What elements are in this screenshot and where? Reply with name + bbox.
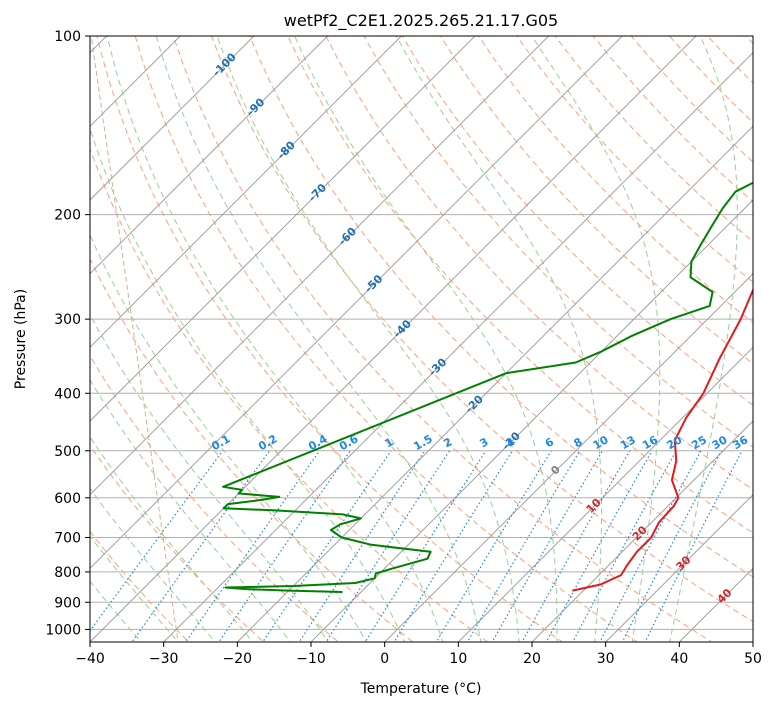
- isotherms: [90, 36, 753, 642]
- moist-adiabats: [90, 36, 738, 642]
- y-tick-label: 1000: [45, 622, 81, 638]
- dry-adiabat-110: [439, 36, 753, 365]
- isotherm--100: [90, 36, 255, 201]
- mixing-ratio-line-16: [545, 450, 653, 642]
- plot-frame: [89, 35, 754, 643]
- tan-reference-lines: [90, 36, 179, 642]
- x-tick-label: −10: [296, 651, 326, 667]
- chart-title: wetPf2_C2E1.2025.265.21.17.G05: [284, 11, 558, 31]
- dry-adiabat-50: [211, 36, 753, 623]
- moist-adiabat-35: [531, 36, 661, 642]
- x-tick-label: 50: [744, 651, 762, 667]
- mixing-ratio-line-25: [599, 450, 702, 642]
- dry-adiabat--10: [90, 354, 339, 642]
- dry-adiabat-70: [287, 36, 753, 534]
- moist-adiabat-30: [395, 36, 602, 642]
- moist-adiabat--5: [90, 313, 329, 642]
- dewpoint-line: [222, 181, 753, 593]
- mixing-ratio-lines: [90, 450, 743, 642]
- x-tick-label: −20: [223, 651, 253, 667]
- moist-adiabat--10: [90, 379, 291, 642]
- mixing-ratio-line-0.6: [218, 450, 351, 642]
- isotherm--60: [90, 36, 550, 496]
- dry-adiabats: [90, 36, 753, 642]
- isotherm--40: [90, 36, 697, 642]
- y-tick-label: 400: [54, 386, 81, 402]
- isotherm-20: [531, 420, 753, 642]
- dry-adiabat-0: [90, 257, 414, 642]
- x-tick-label: 0: [380, 651, 389, 667]
- dry-adiabat-90: [363, 36, 753, 448]
- x-tick-label: −30: [149, 651, 179, 667]
- dry-adiabat-100: [401, 36, 753, 406]
- moist-adiabat--20: [90, 487, 216, 642]
- moist-adiabat-10: [106, 36, 444, 642]
- isotherm-0: [383, 272, 753, 642]
- y-tick-label: 300: [54, 312, 81, 328]
- mixing-ratio-line-8: [466, 450, 581, 642]
- isotherm--70: [90, 36, 476, 422]
- x-axis-label: Temperature (°C): [360, 681, 482, 697]
- isotherm-30: [604, 493, 753, 642]
- moist-adiabat-20: [216, 36, 520, 642]
- y-tick-label: 100: [54, 29, 81, 45]
- dry-adiabat-10: [90, 147, 489, 642]
- mixing-ratio-line-4: [393, 450, 513, 642]
- y-tick-label: 500: [54, 444, 81, 460]
- moist-adiabat-0: [90, 233, 367, 642]
- isotherm--30: [162, 51, 753, 642]
- moist-adiabat-5: [90, 127, 406, 642]
- moist-adiabat--15: [90, 436, 254, 642]
- mixing-ratio-line-13: [521, 450, 631, 642]
- isotherm--20: [236, 125, 753, 642]
- dry-adiabat-80: [325, 36, 753, 491]
- y-tick-label: 900: [54, 595, 81, 611]
- dry-adiabat-30: [134, 36, 638, 642]
- isotherm--90: [90, 36, 329, 275]
- isotherm-10: [457, 346, 753, 642]
- mixing-ratio-line-2: [325, 450, 451, 642]
- temperature-line: [572, 287, 753, 592]
- x-axis-ticks: −40 −30 −20 −10 0 10 20 30 40 50: [75, 642, 762, 667]
- mixing-ratio-line-1.5: [298, 450, 426, 642]
- dry-adiabat--20: [90, 444, 265, 642]
- x-tick-label: −40: [75, 651, 105, 667]
- moist-adiabat-15: [155, 36, 482, 642]
- y-tick-label: 700: [54, 531, 81, 547]
- x-tick-label: 40: [670, 651, 688, 667]
- x-tick-label: 30: [597, 651, 615, 667]
- x-tick-label: 10: [449, 651, 467, 667]
- y-tick-label: 600: [54, 491, 81, 507]
- mixing-ratio-line-6: [435, 450, 552, 642]
- y-axis-label: Pressure (hPa): [13, 289, 29, 389]
- dry-adiabat-40: [172, 36, 713, 642]
- y-axis-ticks: 1000 900 800 700 600 500 400 300 200 100: [45, 29, 90, 638]
- y-tick-label: 800: [54, 565, 81, 581]
- y-tick-label: 200: [54, 208, 81, 224]
- profile-series: [222, 181, 753, 593]
- mixing-ratio-line-20: [572, 450, 677, 642]
- dry-adiabat-60: [249, 36, 753, 578]
- pressure-gridlines: [90, 36, 753, 630]
- mixing-ratio-line-3: [364, 450, 487, 642]
- moist-adiabat-40: [669, 36, 738, 642]
- mixing-ratio-line-10: [491, 450, 604, 642]
- mixing-ratio-line-1: [262, 450, 392, 642]
- mixing-ratio-line-0.2: [131, 450, 271, 642]
- moist-adiabat-25: [294, 36, 558, 642]
- dry-adiabat-20: [96, 36, 564, 642]
- tan-reference-line-1: [90, 36, 179, 642]
- isotherm--50: [90, 36, 624, 570]
- isotherm--80: [90, 36, 403, 349]
- x-tick-label: 20: [523, 651, 541, 667]
